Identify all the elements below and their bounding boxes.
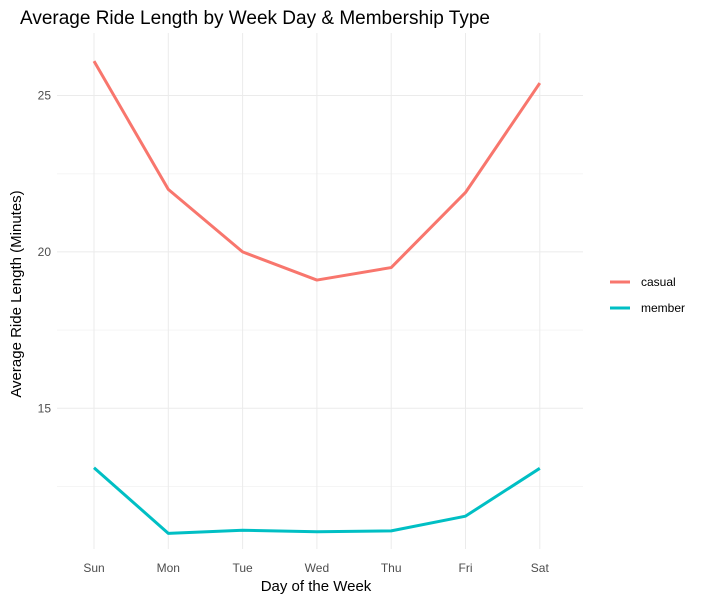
x-tick-label: Fri — [459, 561, 473, 575]
x-tick-label: Tue — [232, 561, 253, 575]
y-tick-label: 25 — [38, 89, 52, 103]
x-axis-ticks: Sun Mon Tue Wed Thu Fri Sat — [83, 561, 549, 575]
legend-label-member: member — [641, 301, 685, 315]
y-axis-title: Average Ride Length (Minutes) — [8, 190, 25, 397]
y-axis-ticks: 15 20 25 — [38, 89, 52, 416]
y-tick-label: 20 — [38, 245, 52, 259]
series-lines — [92, 60, 542, 535]
series-line-member — [93, 466, 541, 535]
legend: casual member — [610, 275, 685, 315]
series-line-casual — [92, 60, 542, 282]
x-tick-label: Thu — [381, 561, 402, 575]
x-tick-label: Mon — [157, 561, 180, 575]
y-tick-label: 15 — [38, 401, 52, 415]
plot-grid — [57, 33, 583, 549]
x-tick-label: Sat — [531, 561, 550, 575]
x-axis-title: Day of the Week — [261, 578, 372, 595]
chart-title: Average Ride Length by Week Day & Member… — [20, 8, 490, 29]
x-tick-label: Wed — [305, 561, 329, 575]
x-tick-label: Sun — [83, 561, 104, 575]
legend-label-casual: casual — [641, 275, 676, 289]
